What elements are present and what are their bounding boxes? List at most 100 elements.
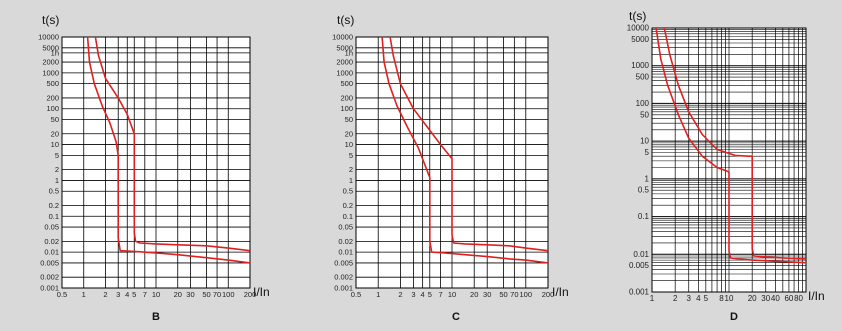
- y-tick-label: 20: [345, 129, 353, 138]
- y-tick-label: 100: [636, 99, 650, 108]
- x-tick-label: 200: [244, 290, 257, 299]
- y-tick-label: 10: [345, 140, 353, 149]
- y-tick-label: 0.05: [44, 223, 59, 232]
- y-tick-label: 0.1: [49, 212, 59, 221]
- chart-caption: D: [730, 311, 738, 323]
- y-tick-label: 500: [636, 73, 650, 82]
- x-axis-label: I/In: [552, 285, 569, 299]
- chart-caption: C: [452, 311, 460, 323]
- y-tick-label: 1: [645, 174, 650, 183]
- trip-curve-upper: [94, 36, 251, 252]
- y-tick-label: 50: [51, 115, 59, 124]
- x-tick-label: 70: [510, 290, 518, 299]
- y-tick-label: 0.1: [343, 212, 353, 221]
- y-tick-label: 0.002: [40, 273, 59, 282]
- x-tick-label: 20: [748, 294, 757, 303]
- trip-curve-lower: [381, 36, 549, 264]
- y-tick-label: 50: [640, 110, 649, 119]
- y-tick-label: 5000: [336, 43, 353, 52]
- y-tick-label: 0.02: [44, 237, 59, 246]
- x-tick-label: 0.5: [351, 290, 361, 299]
- y-tick-label: 5: [349, 151, 353, 160]
- x-tick-label: 20: [174, 290, 182, 299]
- y-tick-label: 0.01: [338, 248, 353, 257]
- x-tick-label: 8: [719, 294, 724, 303]
- x-tick-label: 30: [186, 290, 194, 299]
- y-tick-label: 5000: [42, 43, 59, 52]
- x-tick-label: 4: [125, 290, 129, 299]
- y-tick-label: 200: [46, 93, 59, 102]
- y-tick-label: 100: [46, 104, 59, 113]
- y-tick-label: 1h: [345, 48, 353, 57]
- y-tick-label: 500: [340, 79, 353, 88]
- y-tick-label: 0.1: [638, 212, 650, 221]
- x-tick-label: 2: [673, 294, 678, 303]
- y-tick-label: 5: [55, 151, 59, 160]
- y-tick-label: 0.001: [629, 288, 650, 297]
- x-tick-label: 0.5: [57, 290, 67, 299]
- x-tick-label: 40: [771, 294, 780, 303]
- x-tick-label: 5: [704, 294, 709, 303]
- y-tick-label: 0.2: [343, 201, 353, 210]
- x-tick-label: 5: [132, 290, 136, 299]
- y-tick-label: 0.001: [40, 284, 59, 293]
- x-tick-label: 50: [499, 290, 507, 299]
- y-tick-label: 1000: [336, 68, 353, 77]
- trip-curve-upper: [663, 27, 807, 260]
- y-tick-label: 0.01: [633, 250, 649, 259]
- y-tick-label: 0.01: [44, 248, 59, 257]
- x-tick-label: 3: [116, 290, 120, 299]
- y-tick-label: 0.5: [638, 186, 650, 195]
- x-tick-label: 80: [794, 294, 803, 303]
- trip-curve-lower: [655, 27, 807, 264]
- y-tick-label: 50: [345, 115, 353, 124]
- y-axis-label: t(s): [629, 9, 646, 23]
- x-tick-label: 100: [222, 290, 235, 299]
- y-axis-label: t(s): [337, 13, 354, 27]
- x-tick-label: 4: [421, 290, 425, 299]
- y-tick-label: 2000: [42, 58, 59, 67]
- y-tick-label: 0.005: [334, 258, 353, 267]
- x-tick-label: 10: [448, 290, 456, 299]
- chart-d: 10000 5000 1000 500 100 50 10 5 1 0.5 0.1 0.01 0.005…: [627, 9, 825, 323]
- y-tick-label: 0.2: [49, 201, 59, 210]
- y-tick-label: 10000: [38, 33, 59, 42]
- y-tick-label: 200: [340, 93, 353, 102]
- x-tick-label: 60: [784, 294, 793, 303]
- chart-caption: B: [152, 311, 160, 323]
- y-tick-label: 5: [645, 148, 650, 157]
- x-tick-label: 20: [470, 290, 478, 299]
- y-tick-label: 1000: [42, 68, 59, 77]
- x-tick-label: 7: [143, 290, 147, 299]
- y-tick-label: 0.5: [343, 187, 353, 196]
- y-tick-label: 0.005: [629, 261, 650, 270]
- y-axis-label: t(s): [42, 13, 59, 27]
- x-tick-label: 1: [82, 290, 86, 299]
- x-axis-label: I/In: [253, 285, 270, 299]
- x-tick-label: 3: [687, 294, 692, 303]
- x-tick-label: 7: [438, 290, 442, 299]
- x-tick-label: 1: [650, 294, 655, 303]
- trip-curve-lower: [86, 36, 251, 264]
- y-tick-label: 10: [640, 137, 649, 146]
- x-tick-label: 1: [376, 290, 380, 299]
- y-tick-label: 10: [51, 140, 59, 149]
- x-tick-label: 2: [103, 290, 107, 299]
- x-tick-label: 30: [483, 290, 491, 299]
- y-tick-label: 0.5: [49, 187, 59, 196]
- x-tick-label: 200: [542, 290, 555, 299]
- y-tick-label: 10000: [627, 24, 650, 33]
- y-tick-label: 1h: [51, 48, 59, 57]
- y-tick-label: 0.002: [334, 273, 353, 282]
- x-tick-label: 10: [725, 294, 734, 303]
- y-tick-label: 0.05: [338, 223, 353, 232]
- y-tick-label: 0.001: [334, 284, 353, 293]
- y-tick-label: 2000: [336, 58, 353, 67]
- y-tick-label: 1: [349, 176, 353, 185]
- x-tick-label: 4: [696, 294, 701, 303]
- grid: [61, 36, 251, 289]
- y-tick-label: 2: [349, 165, 353, 174]
- x-tick-label: 50: [202, 290, 210, 299]
